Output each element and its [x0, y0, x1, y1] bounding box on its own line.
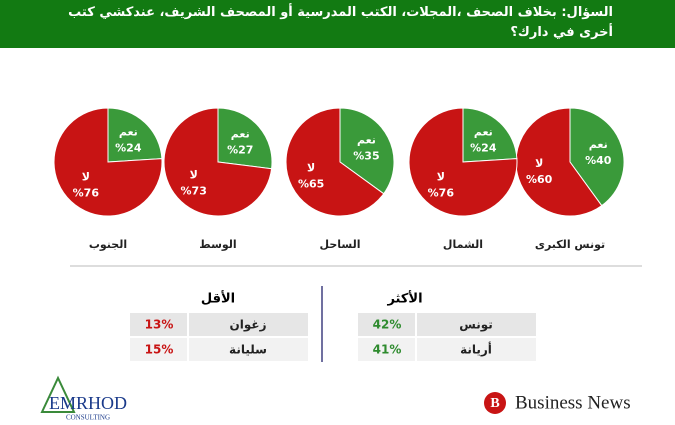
pie-title: الساحل [320, 238, 361, 251]
pie-title: تونس الكبرى [535, 238, 605, 251]
logo-text: EMRHOD [49, 393, 127, 413]
slice-category: نعم [119, 125, 138, 138]
title-line: السؤال: بخلاف الصحف ،المجلات، الكتب المد… [68, 5, 613, 20]
slice-category: نعم [357, 134, 376, 147]
pie-slice [285, 107, 385, 217]
pie-slice [569, 107, 625, 207]
title-line: أخرى في دارك؟ [510, 25, 613, 40]
table-title: الأكثر [386, 290, 422, 307]
table-row [358, 338, 536, 361]
table-title: الأقل [201, 290, 235, 307]
row-value: 15% [145, 343, 174, 357]
logo-text: Business News [515, 392, 631, 413]
slice-category: نعم [589, 138, 608, 151]
slice-value: %40 [585, 154, 612, 167]
row-name: تونس [459, 318, 493, 333]
slice-category: لا [437, 171, 445, 184]
pie-slice [408, 107, 518, 217]
pie-title: الشمال [443, 238, 483, 251]
header-bar: السؤال: بخلاف الصحف ،المجلات، الكتب المد… [0, 0, 675, 48]
row-value: 13% [145, 318, 174, 332]
slice-category: لا [307, 162, 315, 175]
logo-icon [40, 375, 76, 413]
pie-slice [53, 107, 163, 217]
slice-value: %76 [73, 187, 100, 200]
row-value: 41% [373, 343, 402, 357]
slice-value: %27 [227, 143, 253, 156]
logo-text: CONSULTING [66, 414, 110, 422]
slice-value: %24 [115, 141, 142, 154]
pie-slice [217, 107, 273, 170]
row-name: أريانة [460, 342, 492, 357]
slice-category: لا [190, 168, 198, 181]
slice-value: %73 [181, 184, 207, 197]
pie-slice [515, 107, 603, 217]
slice-value: %65 [298, 178, 324, 191]
table-row [358, 313, 536, 336]
slice-category: لا [82, 171, 90, 184]
pie-title: الجنوب [89, 238, 127, 251]
pie-slice [339, 107, 395, 195]
row-value: 42% [373, 318, 402, 332]
row-name: زغوان [230, 318, 267, 333]
table-row [130, 313, 308, 336]
logo-icon [484, 392, 506, 414]
slice-value: %35 [353, 150, 379, 163]
slice-category: لا [535, 157, 543, 170]
logo-icon-letter: B [490, 396, 499, 411]
slice-value: %60 [526, 173, 553, 186]
slice-value: %76 [428, 187, 455, 200]
pie-slice [163, 107, 273, 217]
pie-slice [107, 107, 163, 163]
slice-category: نعم [231, 127, 250, 140]
pie-title: الوسط [199, 238, 236, 251]
slice-category: نعم [474, 125, 493, 138]
table-row [130, 338, 308, 361]
pie-slice [462, 107, 518, 163]
row-name: سليانة [229, 343, 267, 357]
slice-value: %24 [470, 141, 497, 154]
